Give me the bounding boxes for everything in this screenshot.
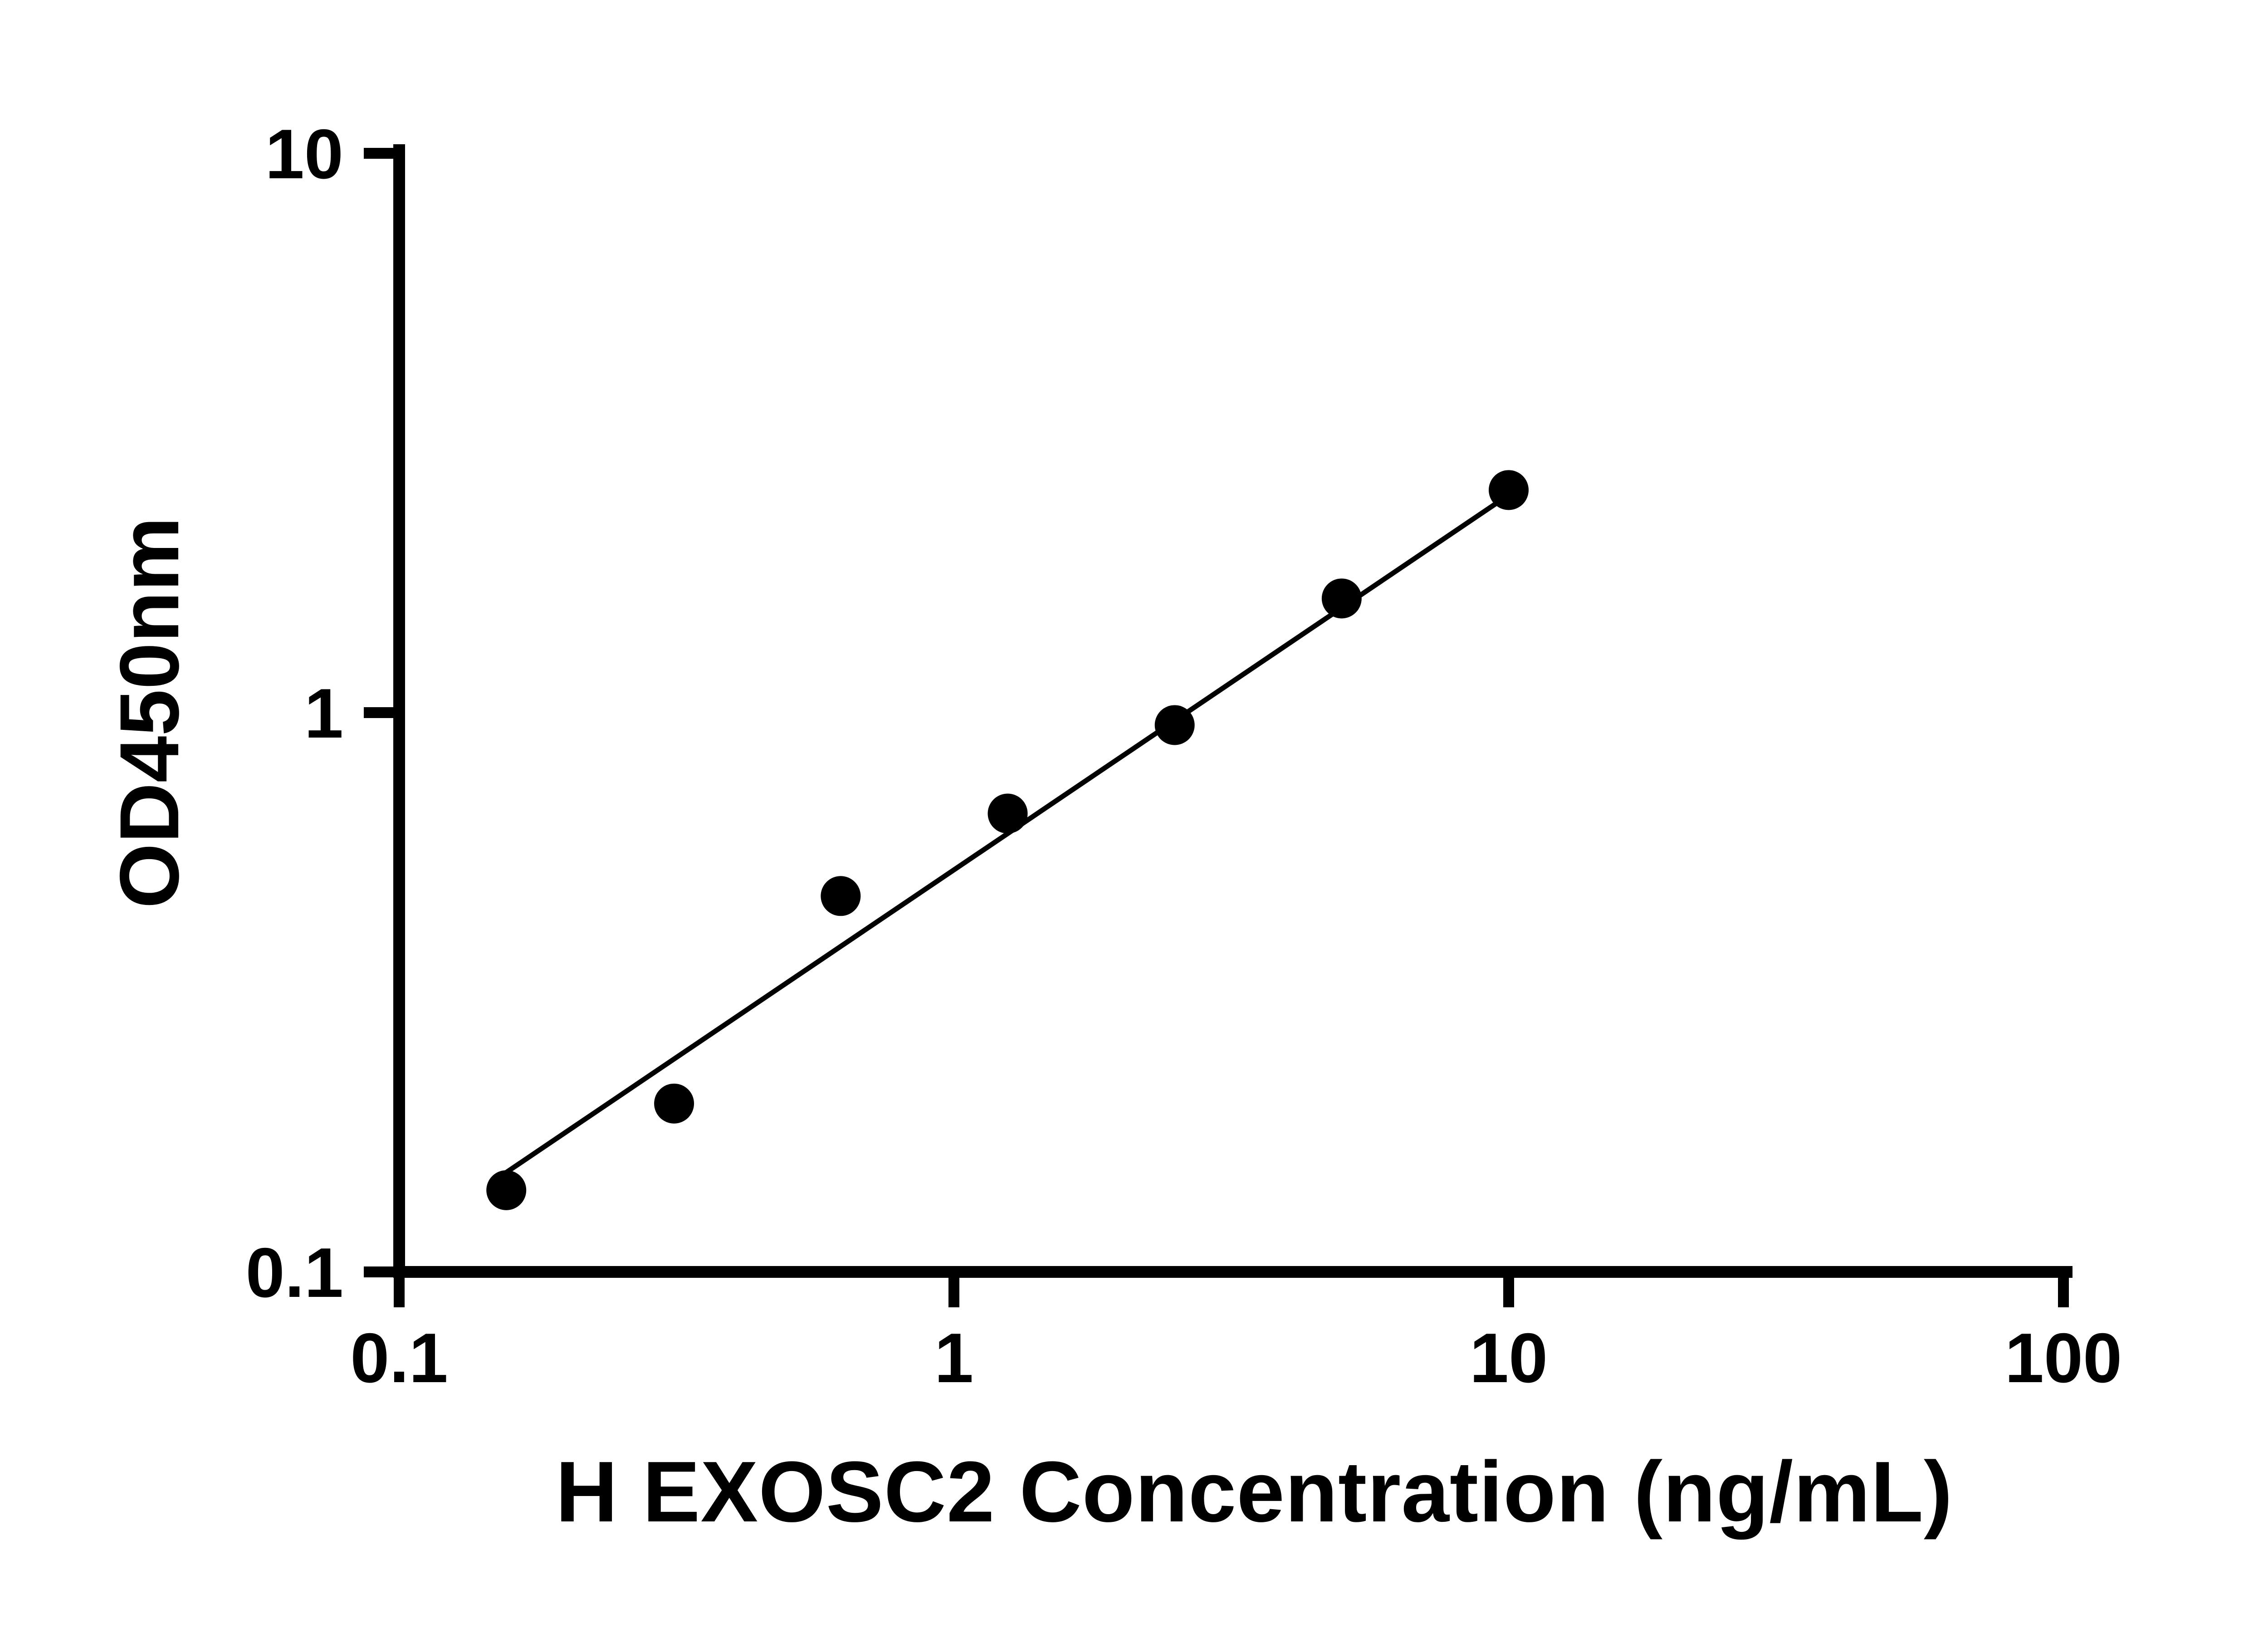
y-tick-label: 10 (265, 115, 343, 193)
y-tick-label: 0.1 (246, 1233, 343, 1312)
x-axis-title: H EXOSC2 Concentration (ng/mL) (555, 1444, 1953, 1540)
data-point (821, 876, 861, 916)
x-tick-label: 0.1 (350, 1319, 448, 1397)
x-tick-label: 10 (1470, 1319, 1548, 1397)
data-point (654, 1083, 694, 1124)
data-point (1489, 470, 1529, 510)
x-tick-label: 1 (934, 1319, 973, 1397)
data-point (1154, 705, 1195, 745)
y-tick-label: 1 (304, 674, 343, 753)
data-point (1321, 578, 1362, 619)
x-tick-label: 100 (2005, 1319, 2122, 1397)
data-point (987, 793, 1028, 834)
data-point (486, 1170, 527, 1210)
y-axis-title: OD450nm (103, 517, 196, 909)
